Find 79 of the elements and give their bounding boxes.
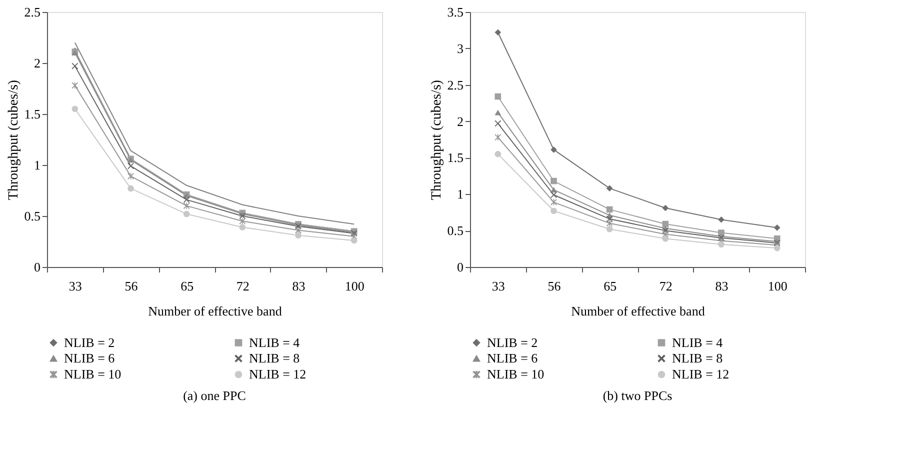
y-tick-label: 1 <box>457 186 464 202</box>
x-axis-title: Number of effective band <box>148 304 282 318</box>
point <box>494 150 502 158</box>
point <box>295 232 302 239</box>
x-tick-label: 72 <box>236 278 250 294</box>
legend-label: NLIB = 12 <box>249 366 306 382</box>
point <box>183 202 190 209</box>
point <box>550 146 557 153</box>
legend-label: NLIB = 2 <box>64 334 115 350</box>
y-tick-label: 0 <box>34 260 40 274</box>
point <box>183 196 190 203</box>
y-axis-title: Throughput (cubes/s) <box>6 80 22 200</box>
x-tick-label: 83 <box>715 278 728 294</box>
legend-label: NLIB = 4 <box>672 334 724 350</box>
point <box>494 29 502 36</box>
point <box>774 224 780 231</box>
y-tick-label: 2 <box>34 56 40 70</box>
point <box>662 204 669 212</box>
x-tick-label: 33 <box>68 278 82 294</box>
point <box>72 82 78 89</box>
point <box>606 206 613 213</box>
legend-label: NLIB = 4 <box>249 334 300 350</box>
point <box>606 226 613 232</box>
point <box>295 227 302 234</box>
point <box>662 235 669 242</box>
legend-label: NLIB = 8 <box>249 350 300 366</box>
point <box>128 185 134 192</box>
x-tick-label: 100 <box>768 278 788 294</box>
y-tick-label: 0.5 <box>24 208 40 224</box>
point <box>494 134 502 140</box>
y-tick-label: 3 <box>457 40 464 56</box>
point <box>718 216 724 223</box>
point <box>494 93 502 100</box>
point <box>494 120 502 127</box>
x-axis-title: Number of effective band <box>571 304 706 318</box>
y-axis-title: Throughput (cubes/s) <box>429 80 444 200</box>
point <box>606 185 613 192</box>
x-tick-label: 33 <box>492 278 505 294</box>
point <box>350 237 358 244</box>
point <box>550 198 557 206</box>
y-tick-label: 0.5 <box>447 223 464 238</box>
y-tick-label: 0 <box>457 260 464 274</box>
point <box>72 106 78 112</box>
point <box>72 62 78 70</box>
y-tick-label: 2 <box>457 114 464 129</box>
legend-label: NLIB = 10 <box>487 366 544 382</box>
point <box>239 212 246 220</box>
point <box>550 178 557 184</box>
y-tick-label: 2.5 <box>447 77 464 92</box>
y-tick-label: 1.5 <box>24 106 40 122</box>
legend-label: NLIB = 12 <box>672 366 730 382</box>
y-tick-label: 1 <box>34 158 40 172</box>
point <box>550 192 557 198</box>
y-tick-label: 3.5 <box>447 4 464 20</box>
legend-label: NLIB = 10 <box>64 366 122 382</box>
legend-label: NLIB = 8 <box>672 350 723 366</box>
y-tick-label: 2.5 <box>24 4 40 20</box>
y-tick-label: 1.5 <box>447 150 464 166</box>
x-tick-label: 65 <box>604 278 617 294</box>
x-tick-label: 83 <box>292 278 306 294</box>
x-tick-label: 65 <box>180 278 194 294</box>
point <box>718 241 724 248</box>
point <box>774 244 780 252</box>
point <box>239 218 246 224</box>
x-tick-label: 72 <box>659 278 672 294</box>
legend-label: NLIB = 2 <box>487 334 538 350</box>
point <box>239 224 246 230</box>
x-tick-label: 100 <box>344 278 364 294</box>
text: (a) one PPC <box>183 388 246 403</box>
point <box>128 173 134 180</box>
legend-label: NLIB = 6 <box>487 350 538 366</box>
text: (b) two PPCs <box>602 388 672 403</box>
point <box>550 208 557 214</box>
x-tick-label: 56 <box>548 278 562 294</box>
point <box>494 110 502 116</box>
point <box>606 216 613 222</box>
x-tick-label: 56 <box>124 278 138 294</box>
point <box>183 210 190 218</box>
legend-label: NLIB = 6 <box>64 350 116 366</box>
